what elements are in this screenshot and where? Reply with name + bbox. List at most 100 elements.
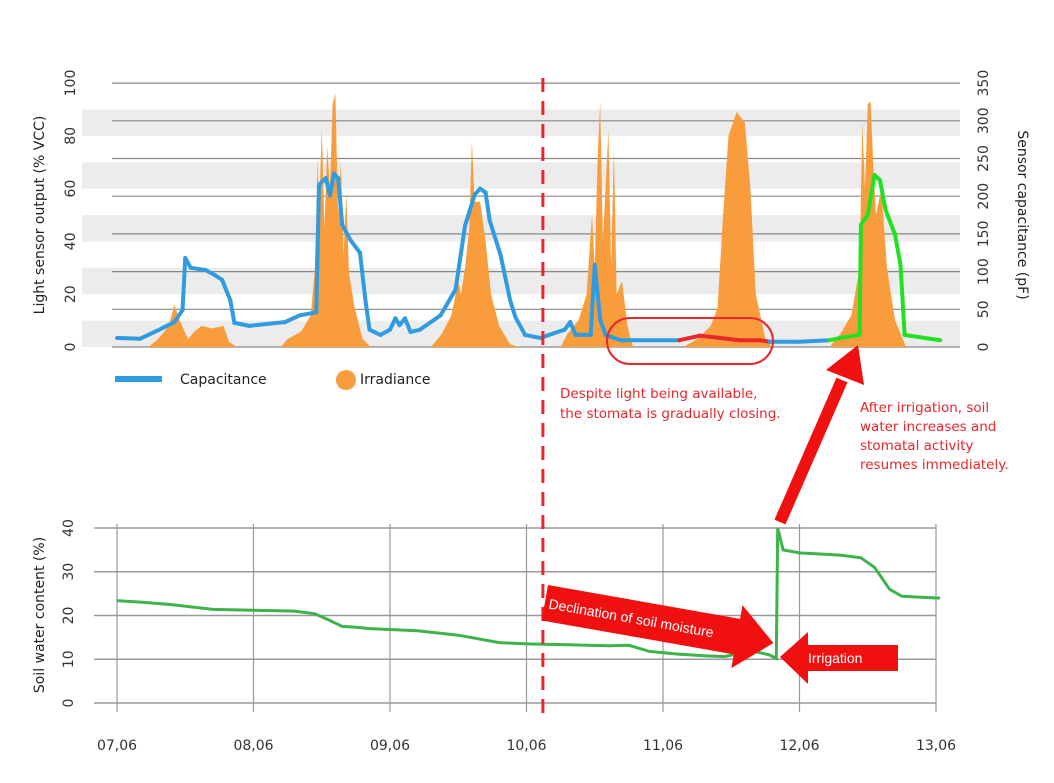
capacitance-segment <box>297 310 319 318</box>
y-tick-label: 30 <box>61 563 77 581</box>
grid-band <box>82 267 960 295</box>
right-tick-label: 200 <box>976 183 992 210</box>
capacitance-segment <box>172 308 185 325</box>
capacitance-segment <box>247 321 272 328</box>
capacitance-segment <box>498 253 513 303</box>
capacitance-segment <box>327 171 337 198</box>
y-tick-label: 10 <box>61 650 77 668</box>
x-tick-label: 10,06 <box>506 738 546 754</box>
capacitance-segment <box>827 335 847 343</box>
note-stomata-closing: Despite light being available, <box>560 386 757 402</box>
grid-band <box>82 162 960 189</box>
left-tick-label: 80 <box>63 127 79 145</box>
irrigation-arrow-label: Irrigation <box>808 650 862 666</box>
x-tick-label: 13,06 <box>916 738 956 754</box>
right-tick-label: 100 <box>976 258 992 285</box>
y-tick-label: 40 <box>61 519 77 537</box>
capacitance-segment <box>902 332 943 343</box>
capacitance-segment <box>487 218 503 258</box>
capacitance-segment <box>893 232 903 267</box>
capacitance-segment <box>453 223 468 292</box>
capacitance-segment <box>314 182 322 315</box>
capacitance-segment <box>188 265 208 273</box>
left-tick-label: 40 <box>63 232 79 250</box>
capacitance-segment <box>508 298 518 320</box>
y-tick-label: 20 <box>61 607 77 625</box>
capacitance-segment <box>367 327 383 337</box>
capacitance-segment <box>228 298 237 325</box>
note-after-irrigation: After irrigation, soil <box>860 400 989 416</box>
capacitance-segment <box>220 277 233 303</box>
declination-arrow-shape <box>541 585 774 669</box>
capacitance-segment <box>513 315 528 337</box>
y-tick-label: 0 <box>61 699 77 708</box>
recovery-arrow-shaft <box>774 377 848 525</box>
grid-band <box>82 109 960 136</box>
left-tick-label: 100 <box>63 70 79 97</box>
capacitance-segment <box>357 250 368 303</box>
right-axis-label: Sensor capacitance (pF) <box>1014 130 1030 299</box>
irradiance-area <box>117 93 941 347</box>
legend-irradiance-swatch <box>336 370 356 390</box>
capacitance-segment <box>115 335 143 341</box>
capacitance-segment <box>697 333 723 340</box>
x-tick-label: 08,06 <box>233 738 273 754</box>
bottom-chart: 07,06 08,06 09,06 10,06 11,06 12,06 13,06 0 10 20… <box>32 519 956 754</box>
right-tick-label: 350 <box>976 70 992 97</box>
right-tick-label: 150 <box>976 221 992 248</box>
right-tick-label: 0 <box>976 343 992 352</box>
capacitance-segment <box>523 332 543 340</box>
left-axis-label: Light sensor output (% VCC) <box>32 116 48 315</box>
capacitance-segment <box>403 316 413 334</box>
capacitance-segment <box>363 298 372 332</box>
capacitance-segment <box>336 176 345 227</box>
right-tick-label: 50 <box>976 300 992 318</box>
capacitance-segment <box>232 320 252 328</box>
capacitance-segment <box>180 256 188 313</box>
capacitance-segment <box>267 320 287 326</box>
capacitance-segment <box>483 190 492 223</box>
top-chart: 0 50 100 150 200 250 300 350 0 20 40 60 80 100 Light s… <box>32 70 1030 390</box>
capacitance-segment <box>592 262 603 322</box>
note-after-irrigation: water increases and <box>860 419 996 435</box>
left-tick-label: 0 <box>63 343 79 352</box>
capacitance-segment <box>718 335 742 343</box>
note-after-irrigation: stomatal activity <box>860 438 973 454</box>
x-tick-label: 12,06 <box>779 738 819 754</box>
legend-irradiance-label: Irradiance <box>360 372 431 388</box>
capacitance-segment <box>348 237 362 255</box>
irrigation-arrow <box>780 632 898 684</box>
grid-band <box>82 215 960 242</box>
capacitance-segment <box>157 320 177 332</box>
capacitance-segment <box>677 333 702 343</box>
legend-capacitance-label: Capacitance <box>180 372 267 388</box>
capacitance-segment <box>883 207 898 237</box>
right-tick-label: 300 <box>976 107 992 134</box>
soil-water-line <box>116 527 941 661</box>
note-after-irrigation: resumes immediately. <box>860 457 1009 473</box>
capacitance-segment <box>463 192 477 228</box>
highlight-ellipse <box>606 317 774 365</box>
capacitance-segment <box>865 173 877 218</box>
right-tick-label: 250 <box>976 145 992 172</box>
capacitance-segment <box>898 262 907 337</box>
capacitance-segment <box>138 327 162 341</box>
capacitance-segment <box>282 313 302 325</box>
capacitance-segment <box>598 317 608 337</box>
capacitance-segment <box>857 222 863 337</box>
left-tick-label: 20 <box>63 285 79 303</box>
x-tick-label: 09,06 <box>370 738 410 754</box>
x-tick-label: 11,06 <box>643 738 683 754</box>
y-axis-label: Soil water content (%) <box>32 537 48 693</box>
capacitance-segment <box>797 338 832 344</box>
capacitance-segment <box>438 287 458 318</box>
capacitance-segment <box>568 320 578 337</box>
capacitance-segment <box>878 178 888 212</box>
capacitance-segment <box>842 332 862 340</box>
capacitance-segment <box>340 222 353 242</box>
note-stomata-closing: the stomata is gradually closing. <box>560 406 781 422</box>
left-tick-label: 60 <box>63 180 79 198</box>
x-tick-label: 07,06 <box>97 738 137 754</box>
capacitance-segment <box>418 313 443 332</box>
